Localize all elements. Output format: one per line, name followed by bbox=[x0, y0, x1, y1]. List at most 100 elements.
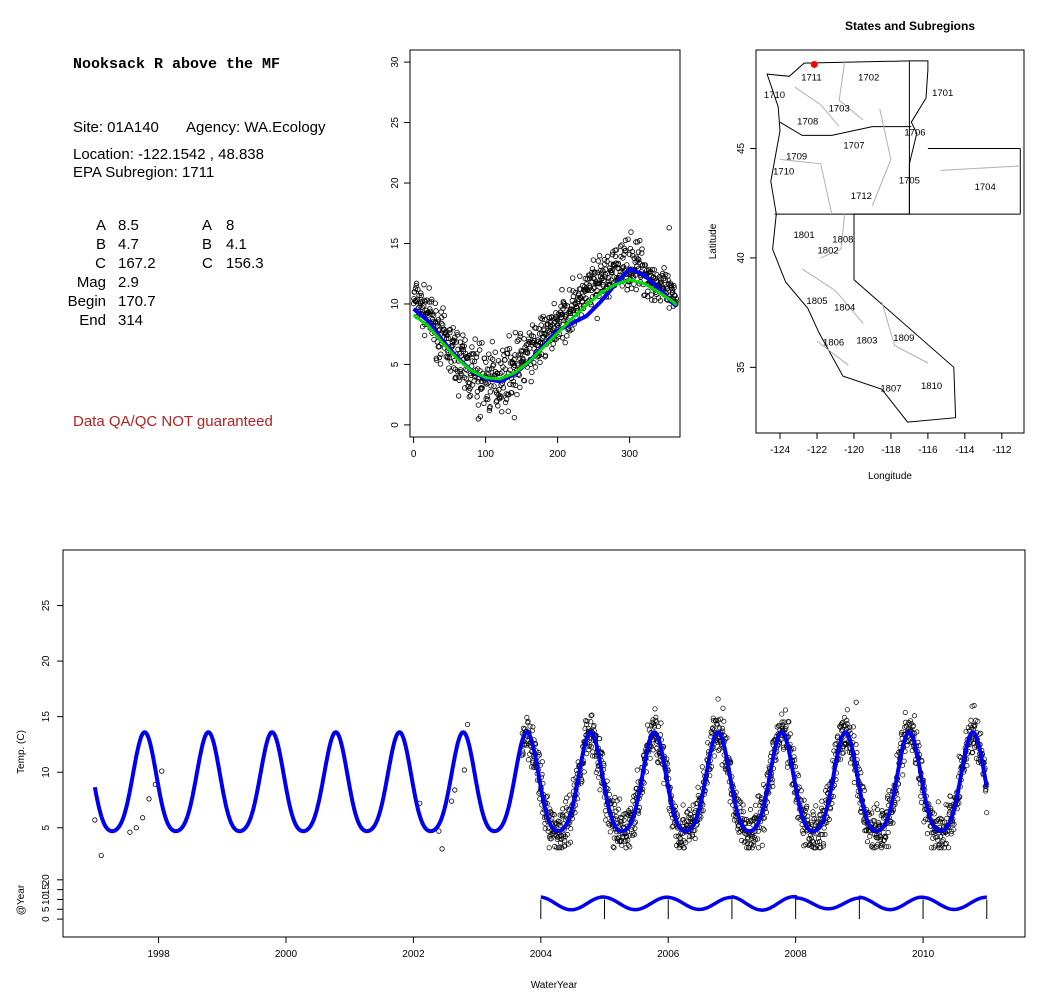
observation-point bbox=[621, 252, 627, 258]
observation-point bbox=[452, 787, 458, 793]
observation-point bbox=[525, 718, 531, 725]
observation-point bbox=[851, 733, 857, 739]
observation-point bbox=[614, 798, 620, 804]
observation-point bbox=[964, 763, 970, 769]
observation-point bbox=[963, 729, 969, 735]
observation-point bbox=[653, 718, 659, 724]
observation-point bbox=[806, 835, 812, 842]
observation-point bbox=[805, 813, 811, 819]
observation-point bbox=[626, 833, 632, 839]
observation-point bbox=[620, 833, 626, 840]
observation-point bbox=[636, 810, 642, 816]
observation-point bbox=[504, 350, 511, 357]
subregion-label: 1701 bbox=[932, 88, 953, 99]
coef-value: 4.1 bbox=[226, 236, 247, 253]
coef-label: C bbox=[202, 255, 213, 272]
observation-point bbox=[507, 381, 513, 388]
observation-point bbox=[542, 352, 549, 359]
observation-point bbox=[826, 817, 832, 823]
observation-point bbox=[567, 792, 573, 798]
observation-point bbox=[930, 835, 936, 841]
year-offset-line bbox=[540, 894, 988, 912]
observation-point bbox=[625, 842, 631, 848]
observation-point bbox=[690, 802, 696, 808]
observation-point bbox=[562, 339, 568, 346]
observation-point bbox=[755, 836, 761, 842]
observation-point bbox=[471, 351, 477, 357]
observation-point bbox=[864, 839, 870, 845]
observation-point bbox=[523, 742, 529, 748]
site-marker bbox=[810, 60, 818, 68]
observation-point bbox=[755, 845, 762, 851]
coef-row: Begin 170.7 bbox=[60, 293, 180, 312]
x-tick-label: -120 bbox=[844, 445, 864, 456]
observation-point bbox=[436, 344, 442, 350]
subregion-label: 1706 bbox=[904, 127, 925, 138]
y-tick-label: 10 bbox=[41, 766, 52, 778]
observation-point bbox=[601, 277, 607, 284]
observation-point bbox=[509, 390, 515, 396]
observation-point bbox=[874, 801, 880, 807]
observation-point bbox=[630, 830, 636, 836]
observation-point bbox=[429, 311, 436, 317]
observation-point bbox=[560, 812, 566, 818]
observation-point bbox=[434, 339, 440, 345]
observation-point bbox=[544, 793, 551, 799]
observation-point bbox=[627, 251, 633, 258]
observation-point bbox=[443, 335, 450, 342]
subregion-label: 1804 bbox=[834, 302, 855, 313]
observation-point bbox=[811, 839, 817, 845]
observation-point bbox=[427, 306, 433, 312]
observation-point bbox=[783, 723, 789, 730]
observation-point bbox=[469, 344, 475, 350]
observation-point bbox=[636, 256, 642, 263]
observation-point bbox=[498, 394, 505, 400]
observation-point bbox=[452, 375, 458, 382]
observation-point bbox=[591, 269, 598, 275]
observation-point bbox=[628, 285, 635, 292]
observation-point bbox=[569, 326, 575, 332]
observation-point bbox=[583, 721, 590, 727]
observation-point bbox=[885, 844, 891, 850]
observation-point bbox=[886, 788, 892, 794]
observation-point bbox=[692, 827, 698, 833]
observation-point bbox=[800, 830, 806, 837]
observation-point bbox=[747, 806, 754, 813]
observation-point bbox=[612, 253, 619, 260]
observation-point bbox=[645, 722, 651, 728]
observation-point bbox=[524, 349, 530, 355]
observation-point bbox=[549, 345, 555, 352]
observation-point bbox=[813, 803, 819, 809]
observation-point bbox=[499, 347, 506, 353]
observation-point bbox=[946, 845, 952, 851]
observation-point bbox=[516, 372, 522, 378]
observation-point bbox=[548, 836, 554, 842]
observation-point bbox=[639, 246, 645, 252]
observation-point bbox=[512, 382, 519, 389]
observation-point bbox=[617, 796, 623, 802]
observation-point bbox=[901, 758, 907, 764]
observation-point bbox=[455, 393, 462, 399]
observation-point bbox=[487, 404, 493, 410]
observation-point bbox=[645, 288, 651, 294]
observation-point bbox=[431, 336, 437, 343]
observation-point bbox=[738, 799, 744, 805]
y-tick-label: 15 bbox=[390, 238, 401, 250]
observation-point bbox=[514, 338, 520, 345]
observation-point bbox=[610, 844, 616, 850]
observation-point bbox=[940, 837, 946, 843]
observation-point bbox=[632, 831, 638, 837]
observation-point bbox=[421, 297, 427, 304]
observation-point bbox=[902, 709, 908, 716]
observation-point bbox=[819, 832, 825, 838]
observation-point bbox=[862, 787, 868, 793]
observation-point bbox=[581, 769, 587, 775]
observation-point bbox=[676, 840, 682, 846]
observation-point bbox=[510, 381, 516, 388]
observation-point bbox=[841, 714, 848, 721]
subregion-boundary bbox=[871, 108, 892, 206]
observation-point bbox=[483, 359, 489, 365]
observation-point bbox=[466, 394, 473, 400]
observation-point bbox=[623, 247, 629, 254]
coef-label: A bbox=[202, 217, 213, 234]
